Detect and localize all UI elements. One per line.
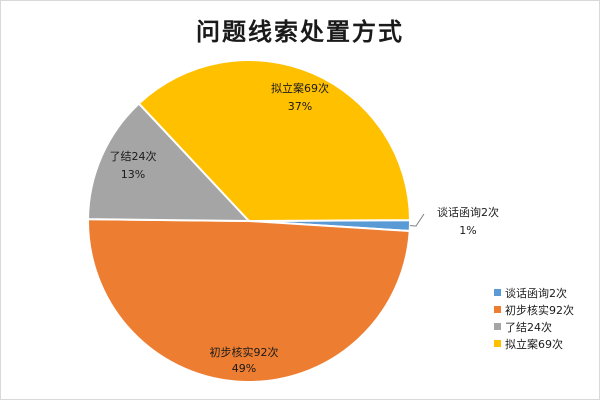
slice-percent-label: 1%: [459, 224, 476, 237]
legend-item: 初步核实92次: [494, 301, 574, 318]
legend-swatch: [494, 340, 501, 347]
slice-percent-label: 49%: [232, 362, 256, 375]
slice-name-label: 初步核实92次: [210, 345, 279, 359]
legend-item: 谈话函询2次: [494, 284, 574, 301]
pie-labels: 谈话函询2次 1% 初步核实92次 49% 了结24次 13% 拟立案69次 37%: [110, 81, 500, 375]
slice-name-label: 谈话函询2次: [437, 205, 499, 219]
legend-label: 了结24次: [505, 320, 552, 334]
pie-slice: [87, 218, 411, 383]
pie-slices: [86, 59, 412, 383]
legend-item: 了结24次: [494, 318, 574, 335]
slice-percent-label: 37%: [288, 100, 312, 113]
legend: 谈话函询2次 初步核实92次 了结24次拟立案69次: [494, 284, 574, 352]
legend-swatch: [494, 289, 501, 296]
chart-title: 问题线索处置方式: [196, 17, 404, 46]
legend-label: 拟立案69次: [505, 337, 563, 351]
slice-name-label: 了结24次: [110, 149, 157, 163]
legend-label: 谈话函询2次: [505, 286, 567, 300]
slice-name-label: 拟立案69次: [271, 81, 329, 95]
slice-percent-label: 13%: [121, 168, 145, 181]
legend-label: 初步核实92次: [505, 303, 574, 317]
pie-slice: [137, 59, 412, 223]
legend-swatch: [494, 323, 501, 330]
leader-line: [409, 213, 425, 227]
pie-slice: [86, 102, 252, 223]
legend-item: 拟立案69次: [494, 335, 574, 352]
legend-swatch: [494, 306, 501, 313]
